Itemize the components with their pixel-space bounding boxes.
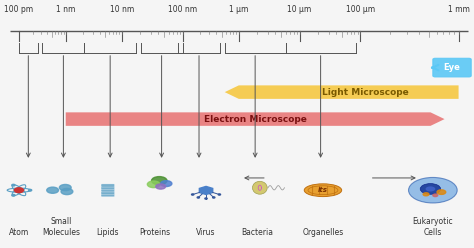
Text: Lipids: Lipids [97, 228, 119, 237]
Ellipse shape [304, 184, 342, 197]
Text: Electron Microscope: Electron Microscope [204, 115, 307, 124]
FancyBboxPatch shape [101, 194, 115, 197]
Text: Small
Molecules: Small Molecules [42, 217, 80, 237]
Text: Virus: Virus [196, 228, 216, 237]
FancyBboxPatch shape [101, 184, 115, 187]
Circle shape [213, 197, 215, 198]
Circle shape [59, 185, 71, 191]
Circle shape [14, 188, 24, 193]
Circle shape [12, 184, 15, 186]
Text: its: its [318, 187, 328, 193]
Text: 1 mm: 1 mm [447, 5, 470, 14]
Circle shape [205, 198, 207, 199]
Circle shape [409, 178, 457, 203]
Circle shape [426, 186, 435, 191]
Text: 10 μm: 10 μm [287, 5, 312, 14]
Circle shape [423, 193, 429, 196]
Text: Light Microscope: Light Microscope [322, 88, 409, 97]
Circle shape [156, 184, 165, 189]
Text: Eukaryotic
Cells: Eukaryotic Cells [412, 217, 453, 237]
Circle shape [420, 184, 441, 194]
Text: 100 pm: 100 pm [4, 5, 34, 14]
Text: Proteins: Proteins [139, 228, 170, 237]
Circle shape [437, 190, 446, 194]
Circle shape [218, 194, 220, 195]
Circle shape [47, 187, 58, 193]
Text: Organelles: Organelles [302, 228, 344, 237]
Text: Atom: Atom [9, 228, 29, 237]
Circle shape [147, 181, 160, 188]
FancyBboxPatch shape [101, 186, 115, 189]
Text: 1 nm: 1 nm [56, 5, 75, 14]
Circle shape [161, 181, 172, 186]
Ellipse shape [253, 181, 267, 194]
FancyArrow shape [225, 85, 458, 99]
FancyBboxPatch shape [101, 191, 115, 194]
Circle shape [152, 177, 167, 185]
Circle shape [61, 188, 73, 195]
Text: 10 nm: 10 nm [109, 5, 134, 14]
Circle shape [191, 194, 194, 195]
Text: 100 nm: 100 nm [168, 5, 197, 14]
Text: 1 μm: 1 μm [229, 5, 248, 14]
Circle shape [12, 194, 15, 196]
Circle shape [28, 189, 32, 191]
Text: 100 μm: 100 μm [346, 5, 375, 14]
FancyBboxPatch shape [433, 58, 471, 77]
FancyBboxPatch shape [101, 189, 115, 192]
FancyArrow shape [66, 112, 445, 126]
Text: Eye: Eye [444, 63, 460, 72]
Text: Bacteria: Bacteria [241, 228, 273, 237]
Circle shape [433, 194, 438, 197]
Circle shape [197, 197, 200, 198]
